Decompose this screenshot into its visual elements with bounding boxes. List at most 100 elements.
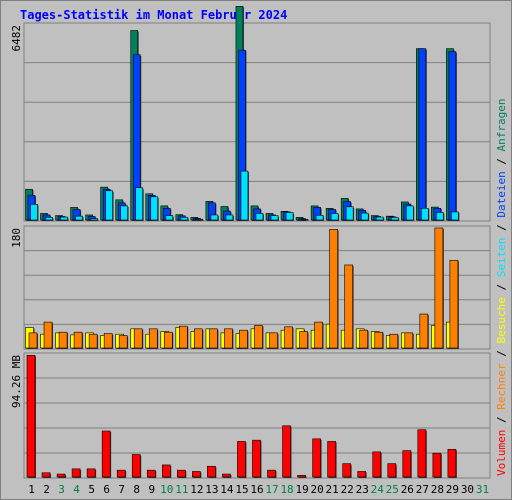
legend-vertical: Volumen / Rechner / Besuche / Seiten / D… <box>495 98 508 476</box>
x-tick-label: 14 <box>220 483 234 496</box>
x-tick-label: 19 <box>295 483 308 496</box>
seiten-bar <box>150 196 159 221</box>
x-tick-label: 2 <box>43 483 50 496</box>
seiten-bar <box>105 190 113 221</box>
x-tick-label: 29 <box>446 483 459 496</box>
x-tick-label: 3 <box>58 483 65 496</box>
x-tick-label: 23 <box>356 483 369 496</box>
rechner-bar <box>103 333 113 349</box>
legend-entry: / <box>495 410 508 430</box>
volumen-bar <box>282 425 291 478</box>
legend-entry: / <box>495 277 508 297</box>
volumen-bar <box>432 452 442 478</box>
rechner-bar <box>133 328 143 349</box>
requests-max-label: 6482 <box>10 25 23 52</box>
x-tick-label: 10 <box>160 483 173 496</box>
seiten-bar <box>195 218 204 221</box>
seiten-bar <box>451 211 459 221</box>
legend-entry: Anfragen <box>495 98 508 151</box>
seiten-bar <box>330 213 339 221</box>
chart-panels: 6482 180 94.26 MB <box>10 6 491 479</box>
volumen-bar <box>372 451 382 478</box>
seiten-bar <box>406 205 414 221</box>
seiten-bar-shadow <box>302 220 310 221</box>
volumen-bar <box>116 469 126 478</box>
volumen-bar <box>101 430 111 478</box>
x-tick-label: 1 <box>28 483 35 496</box>
rechner-bar <box>163 331 173 349</box>
x-tick-label: 26 <box>401 483 414 496</box>
legend-entry: Rechner <box>495 363 508 410</box>
volumen-bar <box>447 448 457 478</box>
rechner-bar <box>404 332 414 349</box>
seiten-bar <box>360 212 369 221</box>
rechner-bar <box>419 313 429 349</box>
seiten-bar <box>120 205 128 221</box>
legend-entry: / <box>495 151 508 171</box>
rechner-bar <box>88 333 98 349</box>
seiten-bar <box>165 215 174 221</box>
visits-max-label: 180 <box>10 228 23 248</box>
seiten-bar <box>30 204 38 221</box>
x-tick-label: 21 <box>326 483 339 496</box>
volumen-bar <box>237 441 246 478</box>
x-tick-label: 4 <box>73 483 80 496</box>
requests-panel: 6482 <box>10 6 491 222</box>
x-tick-label: 22 <box>341 483 354 496</box>
rechner-bar <box>254 325 263 349</box>
rechner-bar <box>314 321 323 349</box>
rechner-bar <box>58 331 68 349</box>
volumen-bar <box>417 429 427 478</box>
rechner-bar <box>434 227 444 349</box>
rechner-bar <box>224 328 233 349</box>
volumen-bar <box>402 450 412 478</box>
rechner-bar <box>194 328 203 349</box>
legend-entry: / <box>495 344 508 364</box>
seiten-bar <box>421 208 429 221</box>
volume-panel: 94.26 MB <box>10 352 491 479</box>
volumen-bar <box>207 465 216 478</box>
x-tick-label: 25 <box>386 483 399 496</box>
rechner-bar <box>28 332 38 349</box>
volumen-bar <box>327 441 336 478</box>
rechner-bar <box>329 229 338 349</box>
x-tick-label: 15 <box>235 483 248 496</box>
x-tick-label: 30 <box>461 483 474 496</box>
seiten-bar <box>180 217 189 221</box>
volumen-bar <box>297 475 306 478</box>
seiten-bar <box>225 214 234 221</box>
volumen-bar <box>357 471 367 478</box>
x-tick-label: 28 <box>431 483 444 496</box>
rechner-bar <box>239 329 248 349</box>
rechner-bar <box>148 328 158 349</box>
volumen-bar <box>146 469 156 478</box>
rechner-bar <box>179 325 188 349</box>
seiten-bar <box>255 213 264 221</box>
rechner-bar <box>284 326 293 349</box>
volumen-bar <box>252 439 261 478</box>
x-tick-label: 20 <box>311 483 324 496</box>
volumen-bar <box>71 468 81 478</box>
rechner-bar <box>449 259 459 349</box>
seiten-bar <box>270 215 279 221</box>
seiten-bar <box>240 170 249 221</box>
volumen-bar <box>342 463 351 478</box>
x-tick-label: 11 <box>175 483 188 496</box>
rechner-bar <box>73 331 83 349</box>
seiten-bar <box>45 217 53 221</box>
legend-entry: / <box>495 218 508 238</box>
x-tick-label: 16 <box>250 483 263 496</box>
seiten-bar <box>75 215 83 221</box>
legend-entry: Volumen <box>495 430 508 476</box>
volumen-bar <box>267 469 276 478</box>
rechner-bar <box>359 329 369 349</box>
volumen-bar <box>387 463 397 478</box>
seiten-bar <box>436 212 444 221</box>
seiten-bar <box>285 212 294 221</box>
rechner-bar <box>118 335 128 349</box>
rechner-bar <box>344 264 353 349</box>
rechner-bar <box>389 333 399 349</box>
volumen-bar <box>41 472 51 478</box>
dateien-bar <box>448 51 457 221</box>
